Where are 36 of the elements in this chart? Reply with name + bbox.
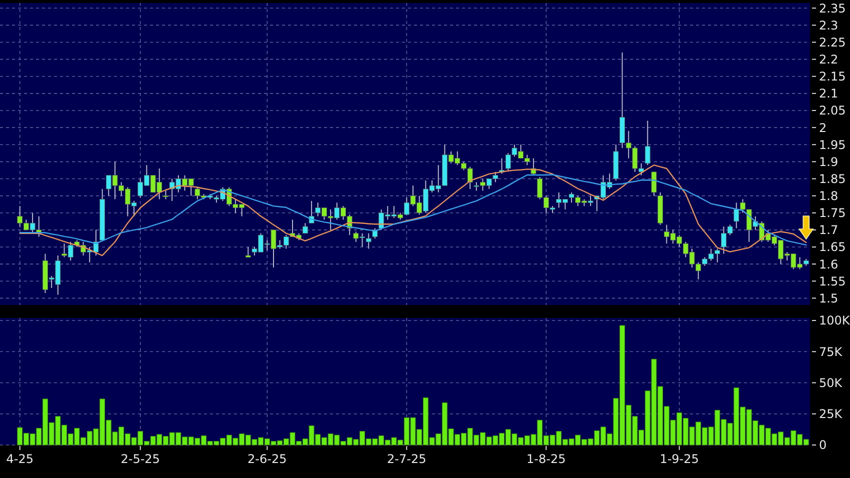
x-tick-label: 4-25 [6,452,34,466]
y-tick-label: 25K [819,407,844,422]
y-tick-label: 2.3 [819,18,838,32]
x-tick-label: 2-7-25 [387,452,426,466]
y-tick-label: 1.75 [819,206,846,220]
y-tick-label: 2.35 [819,1,846,16]
y-tick-label: 2.05 [819,104,846,118]
y-tick-label: 100K [819,314,850,328]
y-tick-label: 2.1 [819,86,838,101]
y-tick-label: 2.25 [819,35,846,50]
y-tick-label: 1.5 [819,291,838,306]
x-tick-label: 1-8-25 [526,452,566,466]
x-tick-label: 2-6-25 [248,452,287,466]
y-tick-label: 1.95 [819,138,846,152]
y-tick-label: 2 [819,120,827,135]
y-tick-label: 50K [819,376,844,390]
y-tick-label: 1.85 [819,172,846,186]
y-tick-label: 75K [819,344,844,359]
y-tick-label: 1.55 [819,274,846,288]
x-tick-label: 1-9-25 [660,452,699,466]
y-tick-label: 1.65 [819,240,846,254]
candlestick [651,171,657,196]
candlestick [734,202,740,229]
y-tick-label: 1.7 [819,223,838,238]
y-tick-label: 2.2 [819,52,838,67]
y-tick-label: 2.15 [819,70,846,84]
y-tick-label: 0 [819,438,827,452]
candlestick [302,222,308,234]
x-tick-label: 2-5-25 [120,452,160,466]
y-tick-label: 1.6 [819,257,838,272]
candlestick [366,232,372,250]
line-series [19,164,807,256]
y-tick-label: 1.9 [819,154,838,169]
candlestick [245,246,251,258]
y-tick-label: 1.8 [819,189,838,203]
candlestick [644,120,650,166]
